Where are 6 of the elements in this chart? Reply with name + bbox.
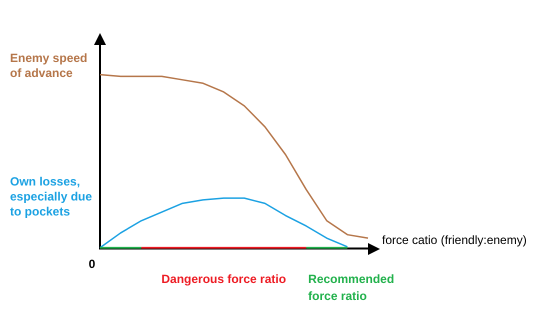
series-label: Dangerous force ratio	[161, 272, 286, 286]
series-label: Enemy speed of advance	[10, 50, 88, 80]
text: 0	[88, 256, 96, 271]
text: Own losses, especially due to pockets	[10, 174, 92, 218]
x-axis-title: force catio (friendly:enemy)	[382, 232, 527, 247]
series-label: Recommended force ratio	[308, 272, 394, 303]
